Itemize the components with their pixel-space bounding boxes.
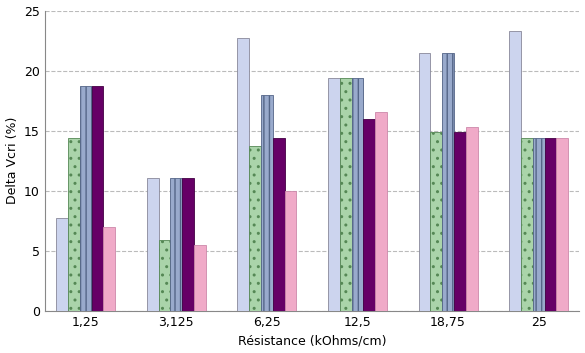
Bar: [56, 219, 68, 311]
Bar: [545, 138, 556, 311]
Bar: [159, 240, 170, 311]
Bar: [182, 178, 194, 311]
Bar: [375, 112, 387, 311]
Bar: [509, 31, 521, 311]
Bar: [363, 119, 375, 311]
Bar: [194, 245, 206, 311]
Bar: [261, 95, 273, 311]
Bar: [91, 86, 104, 311]
Bar: [170, 178, 182, 311]
Bar: [352, 78, 363, 311]
Bar: [104, 227, 115, 311]
Bar: [419, 53, 431, 311]
Bar: [466, 127, 477, 311]
X-axis label: Résistance (kOhms/cm): Résistance (kOhms/cm): [238, 334, 387, 347]
Bar: [454, 132, 466, 311]
Bar: [147, 178, 159, 311]
Bar: [284, 191, 296, 311]
Y-axis label: Delta Vcri (%): Delta Vcri (%): [5, 117, 19, 204]
Bar: [328, 78, 340, 311]
Bar: [249, 146, 261, 311]
Bar: [442, 53, 454, 311]
Bar: [80, 86, 91, 311]
Bar: [238, 38, 249, 311]
Bar: [68, 138, 80, 311]
Bar: [521, 138, 533, 311]
Bar: [431, 132, 442, 311]
Bar: [533, 138, 545, 311]
Bar: [556, 138, 568, 311]
Bar: [340, 78, 352, 311]
Bar: [273, 138, 284, 311]
